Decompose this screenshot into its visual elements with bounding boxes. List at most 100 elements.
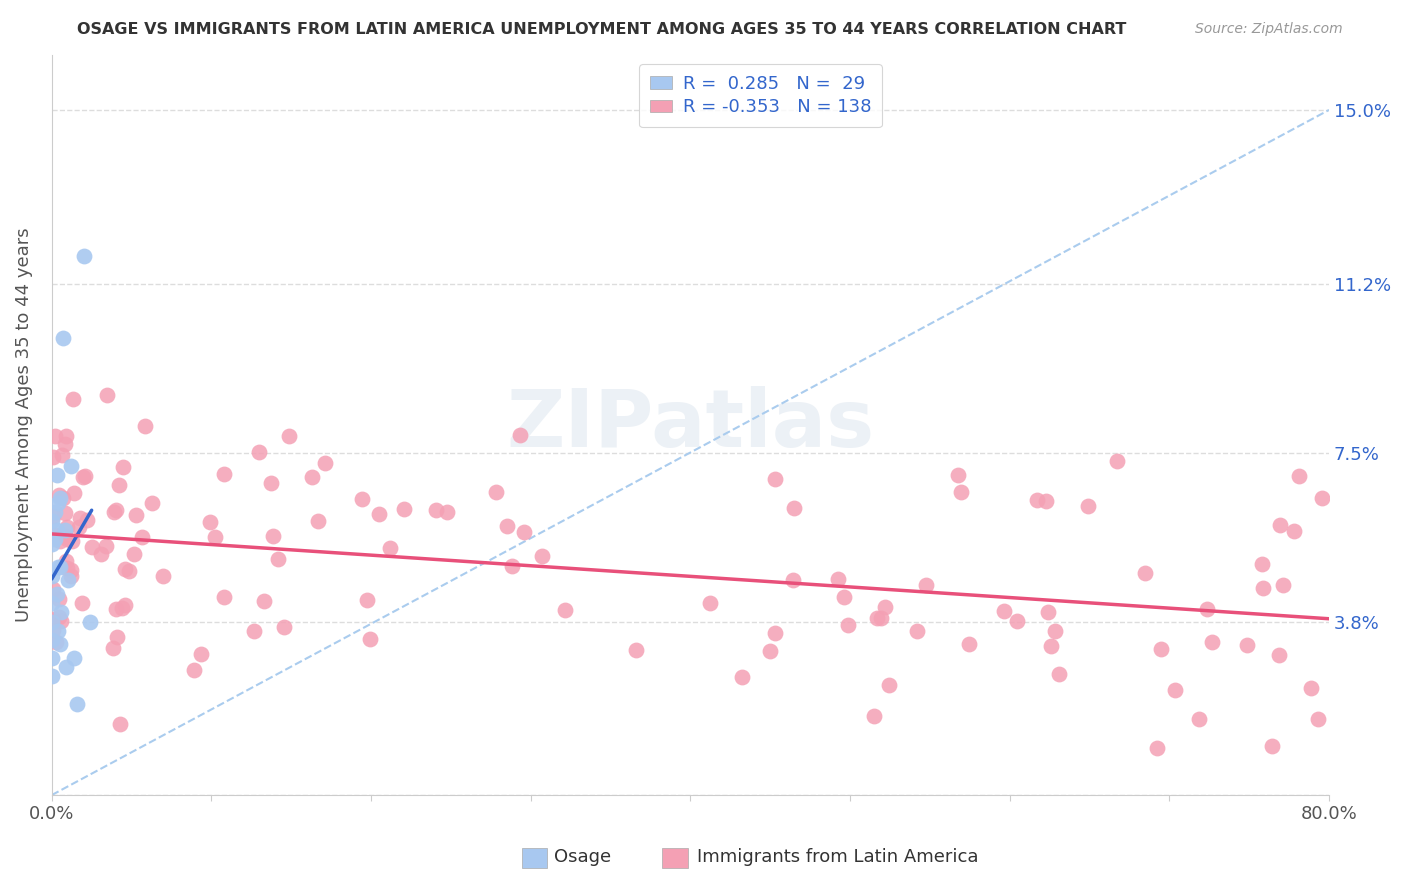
Point bbox=[104, 503, 127, 517]
Point bbox=[1306, 713, 1329, 727]
Point bbox=[1268, 648, 1291, 663]
Point bbox=[103, 505, 125, 519]
Point bbox=[44, 533, 66, 547]
Point bbox=[125, 508, 148, 522]
Point bbox=[90, 547, 112, 561]
Point bbox=[865, 611, 887, 625]
Point bbox=[554, 603, 576, 617]
Point bbox=[108, 477, 131, 491]
Point bbox=[485, 485, 508, 500]
Point bbox=[56, 561, 79, 575]
Point bbox=[42, 450, 65, 464]
Legend: R =  0.285   N =  29, R = -0.353   N = 138: R = 0.285 N = 29, R = -0.353 N = 138 bbox=[640, 64, 882, 128]
Point bbox=[1261, 739, 1284, 754]
Point bbox=[624, 643, 647, 657]
Point bbox=[502, 559, 524, 574]
Point bbox=[55, 660, 77, 674]
Point bbox=[48, 488, 70, 502]
Point bbox=[1039, 639, 1062, 653]
Point bbox=[59, 563, 82, 577]
Point bbox=[957, 637, 980, 651]
Point bbox=[134, 418, 156, 433]
Point bbox=[66, 697, 89, 711]
Point bbox=[1150, 641, 1173, 656]
Point bbox=[59, 568, 82, 582]
Text: Immigrants from Latin America: Immigrants from Latin America bbox=[697, 848, 979, 866]
Point bbox=[425, 503, 447, 517]
Point bbox=[52, 491, 75, 505]
Point bbox=[44, 505, 66, 519]
Point bbox=[62, 533, 84, 548]
Point bbox=[1035, 494, 1057, 508]
Point bbox=[101, 640, 124, 655]
Point bbox=[731, 670, 754, 684]
Point bbox=[1077, 500, 1099, 514]
Point bbox=[46, 496, 69, 510]
Point bbox=[1251, 558, 1274, 572]
Point bbox=[111, 601, 134, 615]
Point bbox=[190, 647, 212, 661]
Point bbox=[48, 559, 70, 574]
Point bbox=[359, 632, 381, 646]
Point bbox=[63, 486, 86, 500]
Point bbox=[509, 427, 531, 442]
Point bbox=[42, 509, 65, 524]
Y-axis label: Unemployment Among Ages 35 to 44 years: Unemployment Among Ages 35 to 44 years bbox=[15, 227, 32, 623]
Point bbox=[1146, 740, 1168, 755]
Point bbox=[827, 572, 849, 586]
Point bbox=[73, 469, 96, 483]
Point bbox=[1288, 469, 1310, 483]
Point bbox=[1270, 518, 1292, 533]
Point bbox=[356, 593, 378, 607]
Point bbox=[763, 472, 786, 486]
Point bbox=[41, 632, 63, 647]
Point bbox=[80, 540, 103, 554]
Point bbox=[1310, 491, 1333, 506]
Point bbox=[783, 501, 806, 516]
Point bbox=[51, 614, 73, 628]
Point bbox=[41, 669, 63, 683]
Point bbox=[1164, 683, 1187, 698]
Point bbox=[48, 610, 70, 624]
Point bbox=[512, 524, 534, 539]
Point bbox=[273, 620, 295, 634]
Point bbox=[41, 651, 63, 665]
Point bbox=[59, 459, 82, 474]
Point bbox=[42, 624, 65, 638]
Point bbox=[44, 528, 66, 542]
Point bbox=[436, 505, 458, 519]
Point bbox=[699, 596, 721, 610]
Point bbox=[55, 554, 77, 568]
Point bbox=[1036, 606, 1059, 620]
Point bbox=[45, 523, 67, 537]
Point bbox=[307, 514, 329, 528]
Point bbox=[214, 467, 236, 481]
Point bbox=[915, 577, 938, 591]
Point bbox=[49, 533, 72, 548]
Point bbox=[63, 651, 86, 665]
Point bbox=[1201, 634, 1223, 648]
Point bbox=[72, 596, 94, 610]
Point bbox=[367, 507, 389, 521]
Point bbox=[1271, 578, 1294, 592]
Point bbox=[870, 611, 893, 625]
Point bbox=[262, 529, 284, 543]
Text: Osage: Osage bbox=[554, 848, 612, 866]
Point bbox=[277, 429, 299, 443]
Point bbox=[152, 568, 174, 582]
Point bbox=[253, 593, 276, 607]
Point bbox=[782, 573, 804, 587]
Point bbox=[42, 582, 65, 596]
Point bbox=[56, 533, 79, 547]
Point bbox=[948, 468, 970, 483]
Point bbox=[46, 559, 69, 574]
Point bbox=[247, 445, 270, 459]
Point bbox=[301, 470, 323, 484]
Point bbox=[530, 549, 553, 563]
Point bbox=[44, 429, 66, 443]
Point bbox=[52, 331, 75, 345]
Point bbox=[69, 520, 91, 534]
Point bbox=[200, 515, 222, 529]
Text: ZIPatlas: ZIPatlas bbox=[506, 386, 875, 464]
Point bbox=[56, 574, 79, 588]
